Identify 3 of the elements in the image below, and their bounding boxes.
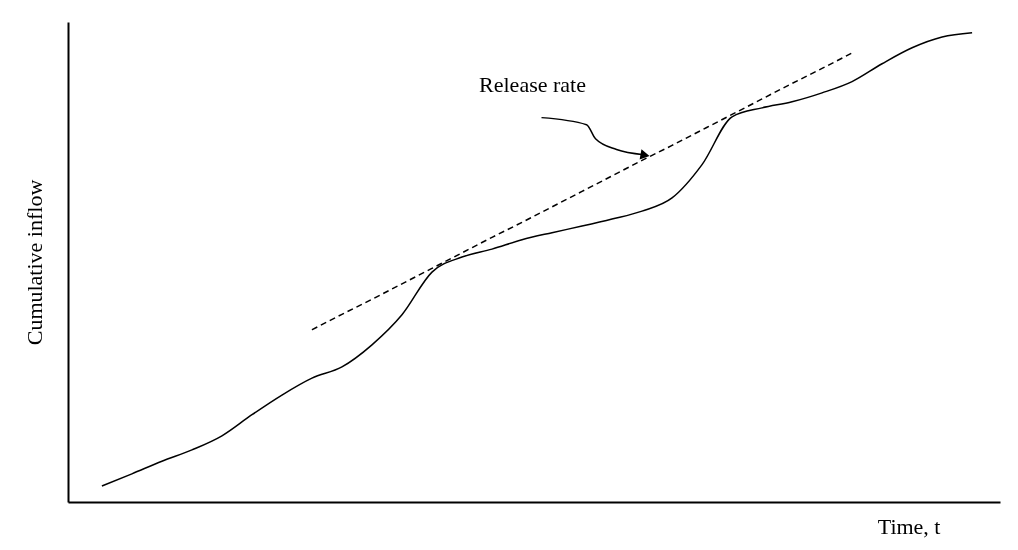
x-axis-title: Time, t — [877, 513, 941, 539]
annotation: Release rate — [479, 71, 586, 97]
y-axis-title: Cumulative inflow — [21, 179, 47, 346]
